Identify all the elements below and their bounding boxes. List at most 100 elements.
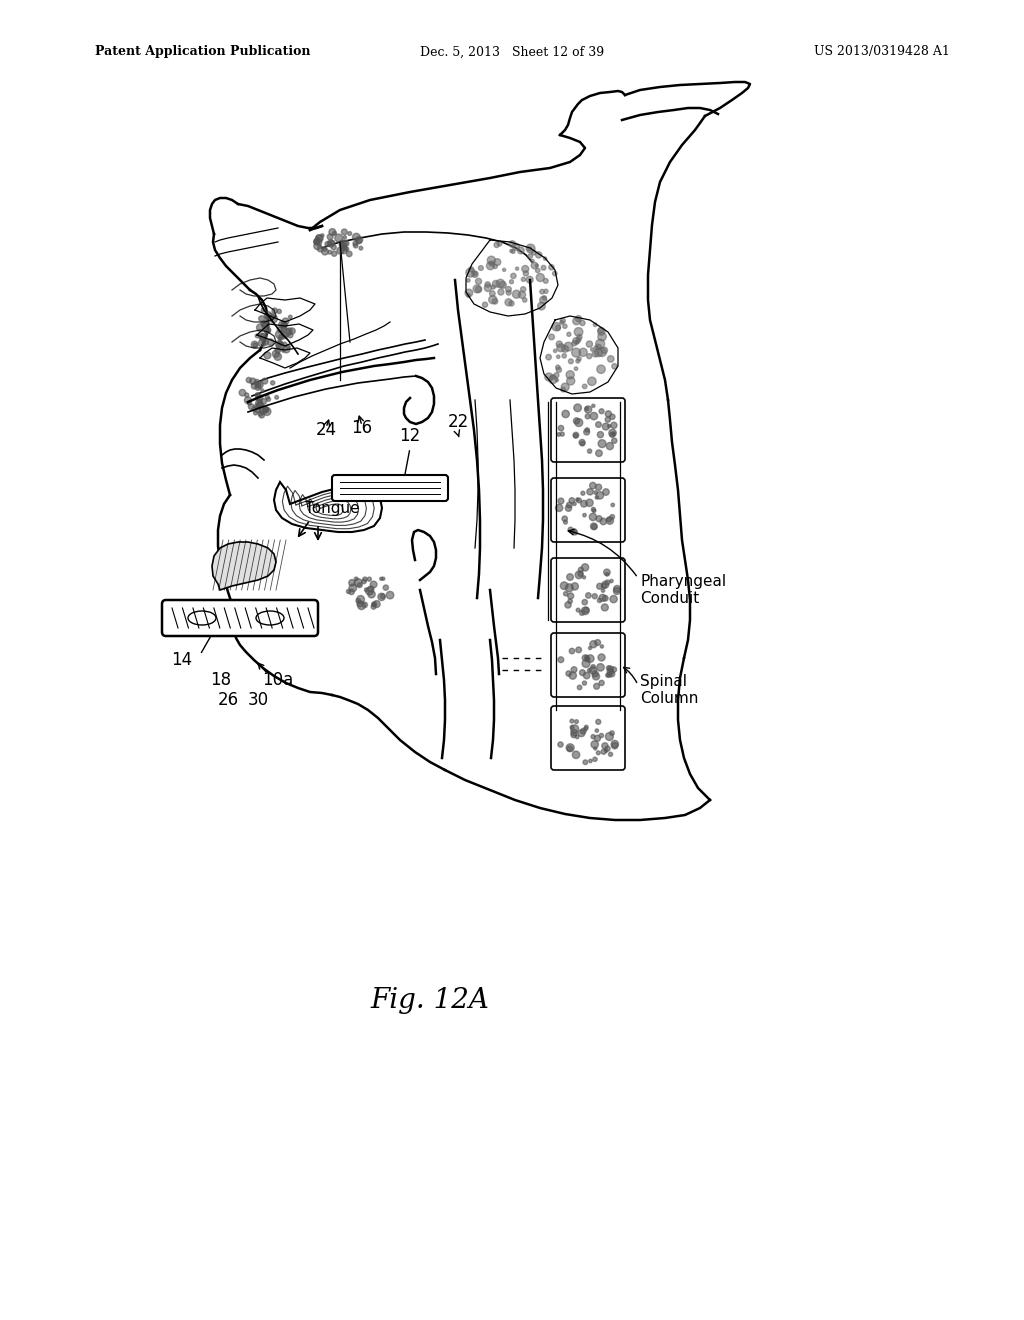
Circle shape: [359, 247, 362, 249]
Circle shape: [512, 243, 519, 251]
Circle shape: [509, 301, 514, 306]
Circle shape: [257, 403, 264, 409]
Circle shape: [261, 308, 265, 312]
Circle shape: [580, 321, 585, 326]
Circle shape: [536, 264, 539, 267]
Circle shape: [315, 235, 323, 242]
Circle shape: [613, 587, 621, 594]
Circle shape: [579, 440, 585, 445]
Circle shape: [315, 238, 319, 242]
Circle shape: [260, 337, 263, 339]
Circle shape: [512, 290, 520, 298]
Circle shape: [562, 354, 566, 358]
Circle shape: [278, 326, 283, 333]
Circle shape: [606, 517, 613, 524]
Circle shape: [493, 298, 498, 304]
Circle shape: [552, 322, 560, 331]
Circle shape: [597, 664, 604, 671]
Circle shape: [599, 734, 603, 738]
Circle shape: [609, 414, 615, 420]
Text: Pharyngeal
Conduit: Pharyngeal Conduit: [640, 574, 726, 606]
Circle shape: [282, 326, 287, 331]
Circle shape: [595, 640, 600, 645]
Circle shape: [607, 517, 611, 521]
Circle shape: [588, 378, 596, 385]
Circle shape: [245, 393, 249, 397]
Circle shape: [261, 399, 266, 404]
Circle shape: [555, 325, 561, 330]
Circle shape: [258, 339, 265, 347]
Circle shape: [608, 752, 612, 756]
Circle shape: [357, 601, 362, 607]
Circle shape: [553, 271, 557, 276]
Circle shape: [593, 758, 597, 762]
Circle shape: [594, 735, 600, 742]
Circle shape: [605, 733, 613, 741]
Circle shape: [357, 582, 362, 587]
Circle shape: [596, 719, 601, 725]
Circle shape: [586, 593, 591, 598]
Circle shape: [256, 400, 262, 407]
Circle shape: [255, 384, 261, 391]
Circle shape: [540, 289, 545, 294]
Circle shape: [577, 609, 580, 612]
Circle shape: [596, 516, 602, 521]
Circle shape: [266, 397, 270, 401]
Circle shape: [537, 273, 545, 281]
Circle shape: [590, 640, 597, 648]
Circle shape: [368, 590, 375, 598]
Circle shape: [245, 397, 251, 404]
Circle shape: [607, 669, 613, 675]
Circle shape: [566, 371, 574, 379]
Circle shape: [264, 319, 269, 325]
Circle shape: [353, 242, 357, 246]
Circle shape: [472, 271, 478, 277]
Circle shape: [575, 359, 580, 363]
Circle shape: [487, 256, 496, 264]
Circle shape: [598, 327, 603, 333]
Circle shape: [267, 329, 270, 333]
Circle shape: [565, 506, 571, 511]
Circle shape: [611, 741, 618, 747]
Circle shape: [317, 246, 324, 252]
Circle shape: [354, 577, 358, 581]
Circle shape: [536, 268, 540, 273]
Circle shape: [606, 665, 611, 671]
Circle shape: [591, 507, 595, 511]
Circle shape: [313, 243, 321, 249]
Circle shape: [540, 297, 547, 304]
Circle shape: [575, 315, 582, 322]
Circle shape: [562, 516, 567, 521]
Circle shape: [252, 407, 257, 412]
Circle shape: [611, 743, 617, 748]
Circle shape: [607, 667, 613, 672]
Circle shape: [349, 583, 356, 591]
Circle shape: [509, 240, 515, 247]
Circle shape: [365, 587, 369, 591]
Circle shape: [575, 572, 583, 578]
Circle shape: [493, 280, 500, 288]
Circle shape: [331, 244, 336, 249]
Circle shape: [566, 376, 574, 385]
Circle shape: [592, 524, 597, 529]
Circle shape: [531, 263, 538, 269]
Circle shape: [611, 503, 614, 507]
Circle shape: [599, 680, 604, 685]
Circle shape: [283, 346, 290, 352]
Circle shape: [613, 586, 621, 593]
Circle shape: [580, 610, 585, 615]
Circle shape: [283, 318, 289, 325]
Circle shape: [607, 355, 614, 362]
Circle shape: [486, 261, 495, 269]
Circle shape: [521, 277, 525, 281]
Circle shape: [264, 327, 270, 334]
Circle shape: [609, 731, 614, 735]
Circle shape: [575, 735, 579, 739]
Circle shape: [313, 239, 319, 244]
Text: 30: 30: [248, 690, 268, 709]
Circle shape: [287, 327, 292, 334]
Circle shape: [605, 573, 609, 576]
Circle shape: [339, 243, 344, 248]
Polygon shape: [274, 482, 382, 532]
Circle shape: [380, 577, 383, 581]
